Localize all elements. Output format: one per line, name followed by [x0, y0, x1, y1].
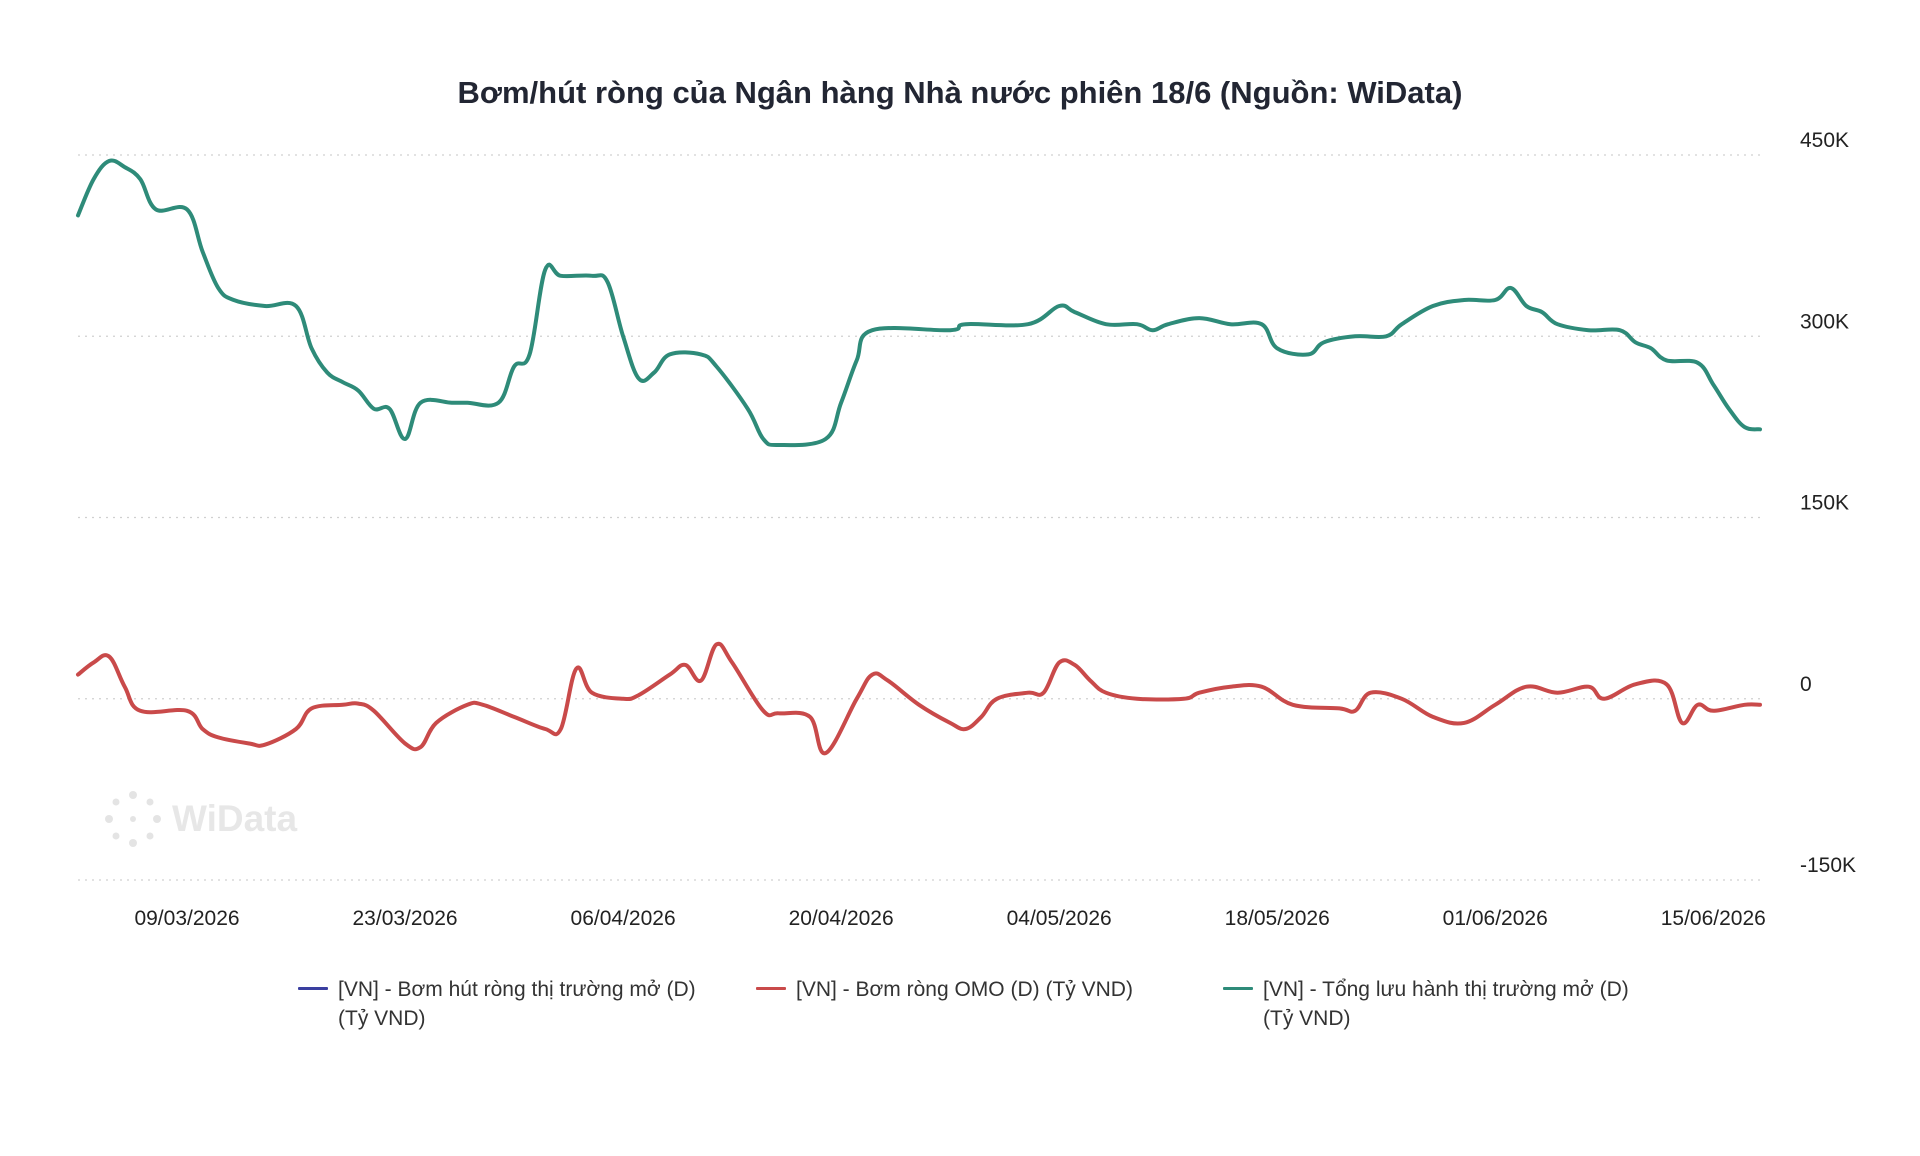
legend-item-series-2[interactable]: [VN] - Tổng lưu hành thị trường mở (D) (…	[1223, 975, 1643, 1033]
watermark-text: WiData	[172, 798, 298, 839]
x-tick-label: 20/04/2026	[789, 907, 894, 930]
legend-swatch	[298, 987, 328, 990]
legend-label: [VN] - Bơm ròng OMO (D) (Tỷ VND)	[796, 978, 1133, 1001]
legend-item-series-1[interactable]: [VN] - Bơm ròng OMO (D) (Tỷ VND)	[756, 975, 1196, 1004]
y-tick-label: 450K	[1800, 129, 1849, 152]
legend-label: [VN] - Tổng lưu hành thị trường mở (D) (…	[1263, 978, 1629, 1030]
legend-swatch	[1223, 987, 1253, 990]
y-tick-label: 300K	[1800, 310, 1849, 333]
x-tick-label: 15/06/2026	[1661, 907, 1766, 930]
series-lines	[76, 158, 1762, 756]
x-tick-label: 04/05/2026	[1007, 907, 1112, 930]
x-tick-label: 01/06/2026	[1443, 907, 1548, 930]
x-tick-label: 23/03/2026	[353, 907, 458, 930]
y-tick-label: 0	[1800, 673, 1812, 696]
widata-watermark: WiData	[104, 790, 297, 848]
chart-title: Bơm/hút ròng của Ngân hàng Nhà nước phiê…	[458, 75, 1463, 110]
series-line-1[interactable]	[76, 641, 1762, 756]
legend-label: [VN] - Bơm hút ròng thị trường mở (D) (T…	[338, 978, 696, 1030]
y-tick-label: 150K	[1800, 492, 1849, 515]
series-line-2[interactable]	[76, 158, 1762, 448]
x-tick-label: 09/03/2026	[134, 907, 239, 930]
x-tick-label: 06/04/2026	[571, 907, 676, 930]
y-axis-ticks: 450K 300K 150K 0 -150K	[1800, 129, 1856, 877]
x-axis-ticks: 09/03/2026 23/03/2026 06/04/2026 20/04/2026…	[134, 907, 1765, 930]
widata-logo-icon	[105, 791, 161, 847]
legend-item-series-0[interactable]: [VN] - Bơm hút ròng thị trường mở (D) (T…	[298, 975, 718, 1033]
grid-lines	[78, 154, 1760, 881]
y-tick-label: -150K	[1800, 854, 1856, 877]
legend: [VN] - Bơm hút ròng thị trường mở (D) (T…	[0, 975, 1920, 1045]
x-tick-label: 18/05/2026	[1225, 907, 1330, 930]
legend-swatch	[756, 987, 786, 990]
